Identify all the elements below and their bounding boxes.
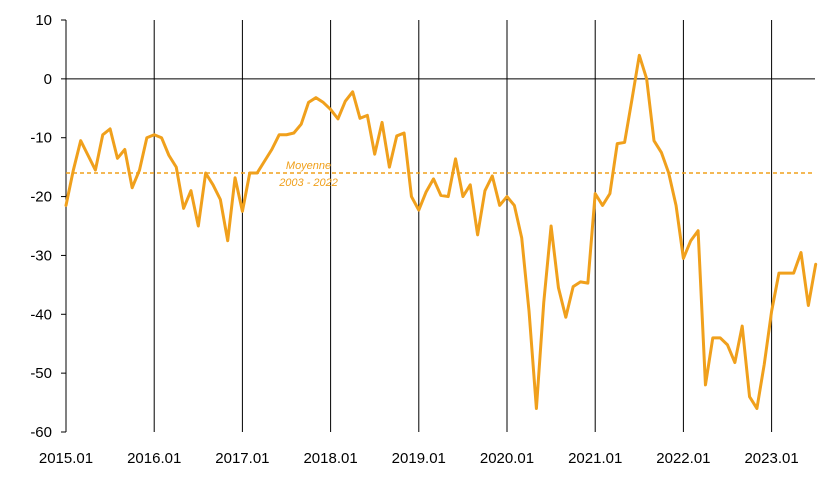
- x-tick-label: 2021.01: [568, 450, 622, 467]
- average-annotation-line2: 2003 - 2022: [278, 177, 338, 189]
- y-tick-label: -50: [30, 365, 52, 382]
- x-tick-label: 2020.01: [480, 450, 534, 467]
- x-axis-ticks: 2015.01 2016.01 2017.01 2018.01 2019.01 2020.…: [39, 450, 799, 467]
- x-tick-label: 2022.01: [656, 450, 710, 467]
- y-tick-label: -40: [30, 306, 52, 323]
- x-tick-label: 2019.01: [392, 450, 446, 467]
- y-tick-label: -10: [30, 130, 52, 147]
- y-tick-label: -20: [30, 189, 52, 206]
- y-tick-label: -30: [30, 247, 52, 264]
- x-tick-label: 2016.01: [127, 450, 181, 467]
- series-line: [64, 53, 818, 410]
- x-tick-label: 2015.01: [39, 450, 93, 467]
- y-tick-label: 0: [44, 71, 52, 88]
- x-tick-label: 2017.01: [215, 450, 269, 467]
- x-tick-label: 2018.01: [303, 450, 357, 467]
- x-tick-label: 2023.01: [744, 450, 798, 467]
- y-tick-label: -60: [30, 424, 52, 441]
- y-axis-ticks: 10 0 -10 -20 -30 -40 -50 -60: [30, 12, 66, 441]
- vertical-gridlines: [153, 20, 773, 432]
- y-tick-label: 10: [35, 12, 52, 29]
- average-annotation-line1: Moyenne: [286, 160, 331, 172]
